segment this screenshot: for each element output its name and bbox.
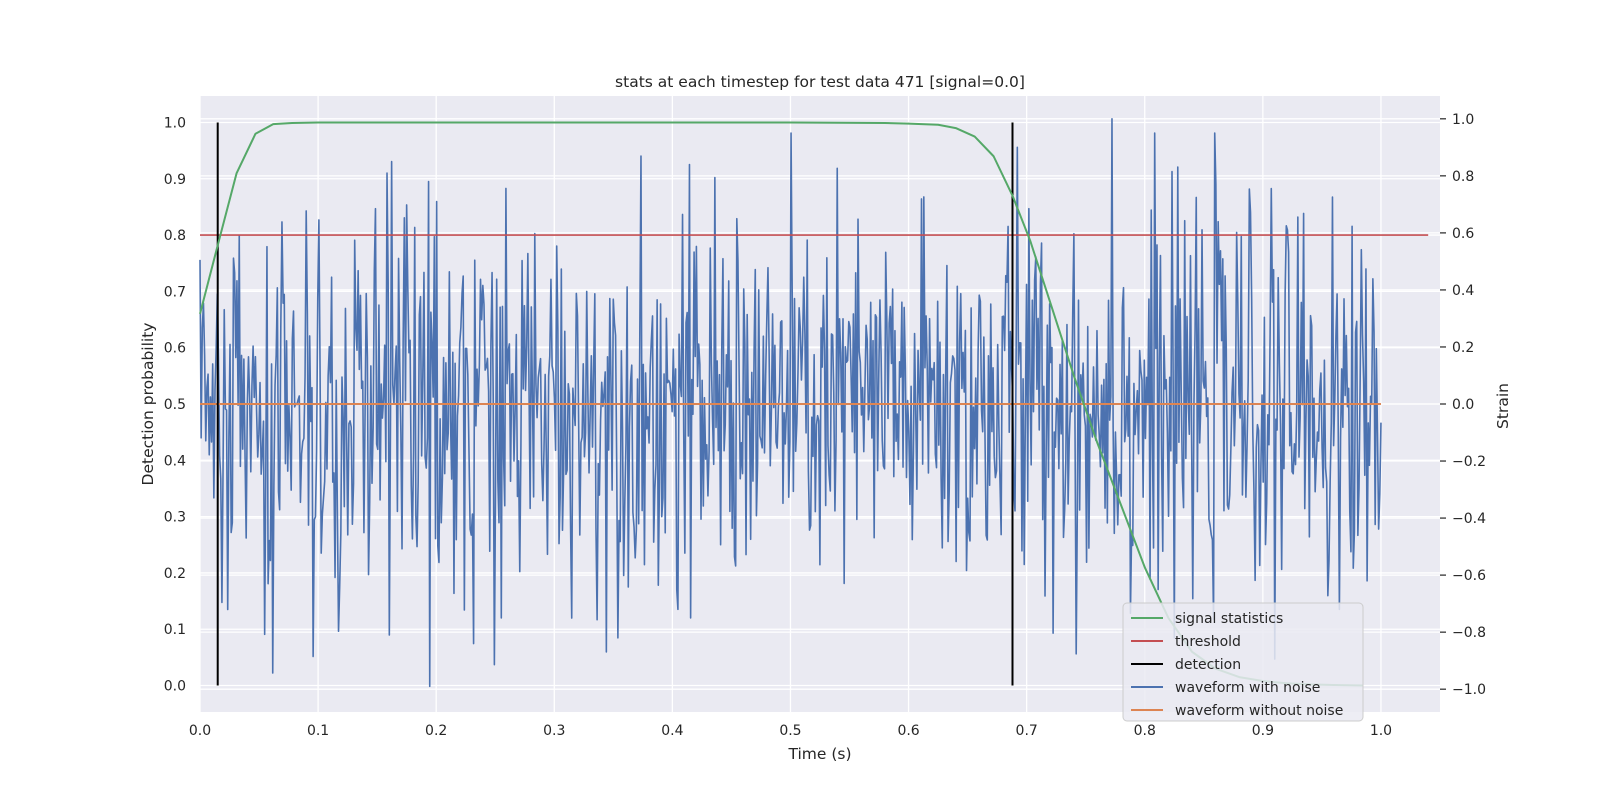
legend-label: detection (1175, 657, 1241, 673)
x-tick-label: 0.4 (661, 723, 683, 739)
y-axis-ticks: 0.0 0.1 0.2 0.3 0.4 0.5 0.6 0.7 0.8 0.9 1.0 (164, 115, 186, 694)
x-axis-label: Time (s) (787, 745, 851, 763)
y2-tick-label: −1.0 (1452, 682, 1486, 698)
x-tick-label: 0.3 (543, 723, 565, 739)
y2-tick-label: −0.6 (1452, 568, 1486, 584)
x-tick-label: 0.1 (307, 723, 329, 739)
y-tick-label: 0.1 (164, 622, 186, 638)
y2-tick-label: 0.6 (1452, 226, 1474, 242)
legend-label: signal statistics (1175, 611, 1283, 627)
y2-tick-label: −0.8 (1452, 625, 1486, 641)
y2-tick-label: 1.0 (1452, 112, 1474, 128)
y2-tick-label: 0.4 (1452, 283, 1474, 299)
y-tick-label: 0.3 (164, 510, 186, 526)
legend: signal statistics threshold detection wavef… (1122, 602, 1364, 722)
y2-tick-label: −0.2 (1452, 454, 1486, 470)
x-tick-label: 0.6 (897, 723, 919, 739)
legend-label: waveform with noise (1175, 680, 1320, 696)
y2-axis-label: Strain (1494, 383, 1512, 429)
x-tick-label: 0.2 (425, 723, 447, 739)
legend-label: threshold (1175, 634, 1241, 650)
x-tick-label: 0.8 (1134, 723, 1156, 739)
y2-tick-label: 0.8 (1452, 169, 1474, 185)
x-tick-label: 0.0 (189, 723, 211, 739)
y-tick-label: 0.8 (164, 228, 186, 244)
x-tick-label: 0.9 (1252, 723, 1274, 739)
y2-tick-label: −0.4 (1452, 511, 1486, 527)
y2-tick-label: 0.0 (1452, 397, 1474, 413)
y-tick-label: 0.6 (164, 341, 186, 357)
legend-label: waveform without noise (1175, 703, 1343, 719)
x-axis-ticks: 0.0 0.1 0.2 0.3 0.4 0.5 0.6 0.7 0.8 0.9 1.0 (189, 723, 1392, 739)
y2-tick-label: 0.2 (1452, 340, 1474, 356)
y-tick-label: 0.4 (164, 453, 186, 469)
y-tick-label: 0.7 (164, 284, 186, 300)
x-tick-label: 0.7 (1016, 723, 1038, 739)
legend-items: signal statistics threshold detection wavef… (1131, 611, 1343, 719)
x-tick-label: 0.5 (779, 723, 801, 739)
y-tick-label: 0.2 (164, 566, 186, 582)
chart-title: stats at each timestep for test data 471… (615, 73, 1025, 91)
y-axis-label: Detection probability (139, 323, 157, 486)
series-waveform-with-noise (199, 118, 1382, 688)
y-tick-label: 1.0 (164, 115, 186, 131)
x-tick-label: 1.0 (1370, 723, 1392, 739)
y-tick-label: 0.5 (164, 397, 186, 413)
y-tick-label: 0.9 (164, 172, 186, 188)
y-tick-label: 0.0 (164, 679, 186, 695)
y2-axis-ticks: −1.0 −0.8 −0.6 −0.4 −0.2 0.0 0.2 0.4 0.6 0.8 1.0 (1440, 112, 1486, 698)
series-layer (199, 118, 1429, 688)
legend-box (1122, 602, 1364, 722)
